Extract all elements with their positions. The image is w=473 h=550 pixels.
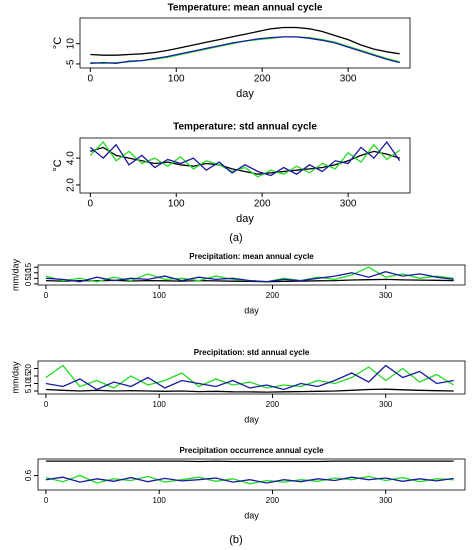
x-tick-label: 200 [266, 400, 280, 409]
x-axis-label: day [236, 213, 254, 225]
y-tick-label: 4.0 [66, 151, 77, 165]
y-axis-label: °C [52, 37, 64, 49]
x-tick-label: 100 [168, 199, 185, 210]
y-tick-label: 15 [24, 262, 33, 271]
x-tick-label: 300 [340, 74, 357, 85]
x-tick-label: 300 [379, 400, 393, 409]
x-tick-label: 100 [153, 291, 167, 300]
series-line [45, 476, 454, 484]
caption: (a) [229, 232, 242, 244]
x-tick-label: 300 [340, 199, 357, 210]
y-tick-label: 20 [24, 364, 33, 373]
plot-box [79, 137, 411, 194]
x-tick-label: 0 [88, 74, 94, 85]
plot-box [37, 360, 466, 395]
y-tick-label: 0 [24, 281, 33, 286]
caption: (b) [229, 534, 242, 546]
chart-title: Precipitation: std annual cycle [194, 348, 310, 357]
series-line [45, 271, 454, 283]
x-tick-label: 0 [44, 496, 49, 505]
x-tick-label: 100 [168, 74, 185, 85]
x-tick-label: 0 [44, 400, 49, 409]
x-tick-label: 200 [266, 496, 280, 505]
series-line [90, 146, 400, 175]
chart-title: Temperature: std annual cycle [173, 122, 317, 133]
y-axis-label: °C [52, 159, 64, 171]
plot-box [37, 264, 466, 286]
series-line [45, 388, 454, 393]
x-tick-label: 300 [379, 496, 393, 505]
y-axis-label: mm/day [10, 361, 20, 394]
series-line [45, 364, 455, 389]
x-tick-label: 0 [44, 291, 49, 300]
y-tick-label: 5 [24, 388, 33, 393]
chart-title: Temperature: mean annual cycle [168, 3, 323, 14]
plot-box [79, 17, 411, 69]
y-axis-label: mm/day [10, 259, 20, 292]
series-line [90, 26, 400, 56]
y-tick-label: 10 [24, 379, 33, 388]
series-line [89, 140, 401, 177]
series-line [45, 474, 454, 485]
x-axis-label: day [244, 414, 259, 424]
x-tick-label: 200 [254, 74, 271, 85]
x-tick-label: 200 [266, 291, 280, 300]
y-tick-label: 15 [24, 371, 33, 380]
x-tick-label: 300 [379, 291, 393, 300]
y-tick-label: 10 [66, 38, 77, 50]
series-line [90, 36, 400, 64]
plot-box [37, 458, 466, 491]
x-tick-label: 0 [88, 199, 94, 210]
series-line [89, 140, 401, 178]
x-axis-label: day [236, 88, 254, 100]
y-tick-label: 10 [24, 268, 33, 277]
x-tick-label: 100 [153, 496, 167, 505]
chart-title: Precipitation occurrence annual cycle [179, 446, 324, 455]
x-axis-label: day [244, 510, 259, 520]
x-axis-label: day [244, 305, 259, 315]
x-tick-label: 200 [254, 199, 271, 210]
y-tick-label: 2.0 [66, 178, 77, 192]
y-tick-label: -5 [66, 59, 77, 68]
series-line [45, 364, 454, 391]
y-tick-label: 5 [24, 276, 33, 281]
y-tick-label: 0.6 [24, 469, 33, 481]
x-tick-label: 100 [153, 400, 167, 409]
chart-title: Precipitation: mean annual cycle [189, 252, 314, 261]
